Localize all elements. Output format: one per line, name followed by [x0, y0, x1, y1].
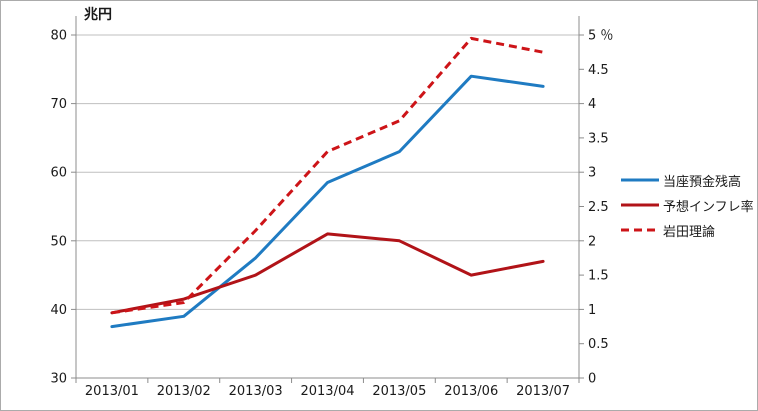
- legend-item-iwata-theory: 岩田理論: [621, 222, 757, 240]
- legend-item-deposit-balance: 当座預金残高: [621, 172, 757, 190]
- x-tick-label: 2013/03: [229, 384, 283, 399]
- legend-label-iwata-theory: 岩田理論: [663, 224, 716, 240]
- legend-item-expected-inflation: 予想インフレ率: [621, 197, 757, 215]
- series-line-2: [111, 36, 544, 315]
- left-tick-label: 30: [50, 372, 67, 387]
- x-tick-label: 2013/06: [444, 384, 498, 399]
- left-tick-label: 60: [50, 166, 67, 181]
- series-line-1: [110, 232, 545, 315]
- x-axis-ticks: 2013/01 2013/02 2013/03 2013/04 2013/05 2013/…: [75, 378, 580, 399]
- right-tick-label: 4: [588, 97, 596, 112]
- right-tick-label: 4.5: [588, 63, 609, 78]
- legend-swatch-iwata-theory: [621, 228, 659, 232]
- right-tick-label: 0.5: [588, 337, 609, 352]
- right-tick-label: 1.5: [588, 269, 609, 284]
- left-tick-label: 50: [50, 234, 67, 249]
- legend-label-expected-inflation: 予想インフレ率: [663, 199, 754, 215]
- left-tick-label: 80: [50, 29, 67, 44]
- legend: 当座預金残高 予想インフレ率 岩田理論: [621, 172, 757, 240]
- series-lines: [110, 36, 545, 329]
- x-tick-label: 2013/05: [372, 384, 426, 399]
- left-tick-label: 70: [50, 97, 67, 112]
- right-tick-label: 3.5: [588, 131, 609, 146]
- legend-swatch-deposit-balance: [621, 178, 659, 182]
- right-tick-label: 5 ％: [588, 29, 613, 44]
- x-tick-label: 2013/01: [85, 384, 139, 399]
- right-tick-label: 2: [588, 234, 596, 249]
- x-tick-label: 2013/07: [516, 384, 570, 399]
- gridlines: [76, 34, 579, 310]
- legend-swatch-expected-inflation: [621, 203, 659, 207]
- x-tick-label: 2013/04: [300, 384, 354, 399]
- right-tick-label: 1: [588, 303, 596, 318]
- series-line-0: [110, 74, 545, 329]
- right-tick-label: 0: [588, 372, 596, 387]
- right-axis-ticks: 5 ％ 4.5 4 3.5 3 2.5 2 1.5 1 0.5 0: [579, 29, 613, 387]
- axes: [75, 16, 580, 379]
- left-axis-ticks: 80 70 60 50 40 30: [50, 29, 76, 387]
- left-axis-title: 兆円: [84, 7, 112, 23]
- legend-label-deposit-balance: 当座預金残高: [663, 174, 742, 190]
- x-tick-label: 2013/02: [157, 384, 211, 399]
- left-tick-label: 40: [50, 303, 67, 318]
- right-tick-label: 3: [588, 166, 596, 181]
- right-tick-label: 2.5: [588, 200, 609, 215]
